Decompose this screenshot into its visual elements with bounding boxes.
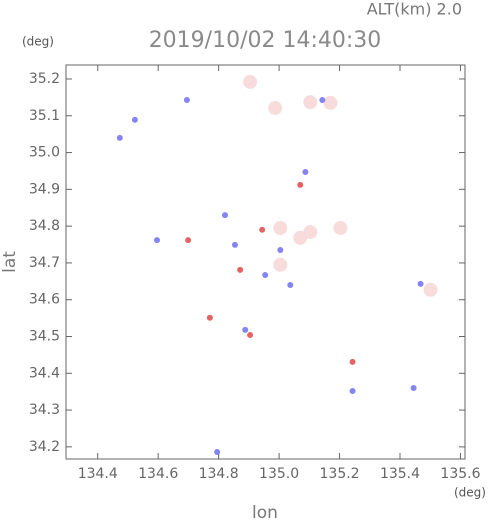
y-tick-label: 34.8 — [29, 218, 60, 234]
y-tick-label: 34.6 — [29, 292, 60, 308]
y-axis-label: lat — [0, 251, 20, 273]
echo-point — [333, 220, 348, 235]
echo-point — [273, 220, 288, 235]
echo-point — [268, 101, 283, 116]
echo-point — [116, 134, 123, 141]
plot-frame — [65, 64, 466, 460]
echo-point — [237, 266, 244, 273]
y-tick-label: 34.3 — [29, 402, 60, 418]
echo-point — [302, 169, 309, 176]
x-axis-label: lon — [252, 503, 278, 521]
echo-point — [185, 237, 192, 244]
y-tick-label: 34.2 — [29, 439, 60, 455]
x-tick-label: 134.8 — [199, 466, 239, 482]
chart-title: 2019/10/02 14:40:30 — [149, 28, 382, 53]
y-tick-label: 34.7 — [29, 255, 60, 271]
y-tick-label: 35.1 — [29, 108, 60, 124]
x-tick-label: 135.4 — [380, 466, 420, 482]
echo-point — [293, 230, 308, 245]
y-tick-label: 35.2 — [29, 71, 60, 87]
echo-point — [214, 449, 221, 456]
x-tick-label: 135.0 — [259, 466, 299, 482]
echo-point — [247, 332, 254, 339]
echo-point — [423, 282, 438, 297]
x-tick-label: 134.4 — [78, 466, 118, 482]
echo-point — [221, 212, 228, 219]
echo-point — [287, 281, 294, 288]
echo-point — [273, 257, 288, 272]
y-tick-label: 34.5 — [29, 328, 60, 344]
echo-point — [297, 181, 304, 188]
echo-point — [349, 358, 356, 365]
echo-point — [231, 241, 238, 248]
echo-point — [349, 387, 356, 394]
echo-point — [277, 247, 284, 254]
echo-point — [183, 96, 190, 103]
echo-point — [303, 95, 318, 110]
x-tick-label: 135.6 — [440, 466, 480, 482]
echo-point — [323, 95, 338, 110]
altitude-label: ALT(km) 2.0 — [367, 0, 462, 19]
x-tick-label: 135.2 — [320, 466, 360, 482]
x-tick-label: 134.6 — [138, 466, 178, 482]
y-tick-label: 34.4 — [29, 365, 60, 381]
echo-point — [417, 280, 424, 287]
echo-point — [319, 96, 326, 103]
echo-point — [259, 226, 266, 233]
echo-point — [410, 384, 417, 391]
echo-point — [206, 314, 213, 321]
echo-point — [131, 116, 138, 123]
x-unit: (deg) — [454, 486, 486, 500]
echo-point — [243, 74, 258, 89]
echo-point — [153, 237, 160, 244]
y-unit: (deg) — [22, 35, 54, 49]
y-tick-label: 35.0 — [29, 145, 60, 161]
echo-point — [262, 272, 269, 279]
echo-point — [242, 326, 249, 333]
y-tick-label: 34.9 — [29, 181, 60, 197]
